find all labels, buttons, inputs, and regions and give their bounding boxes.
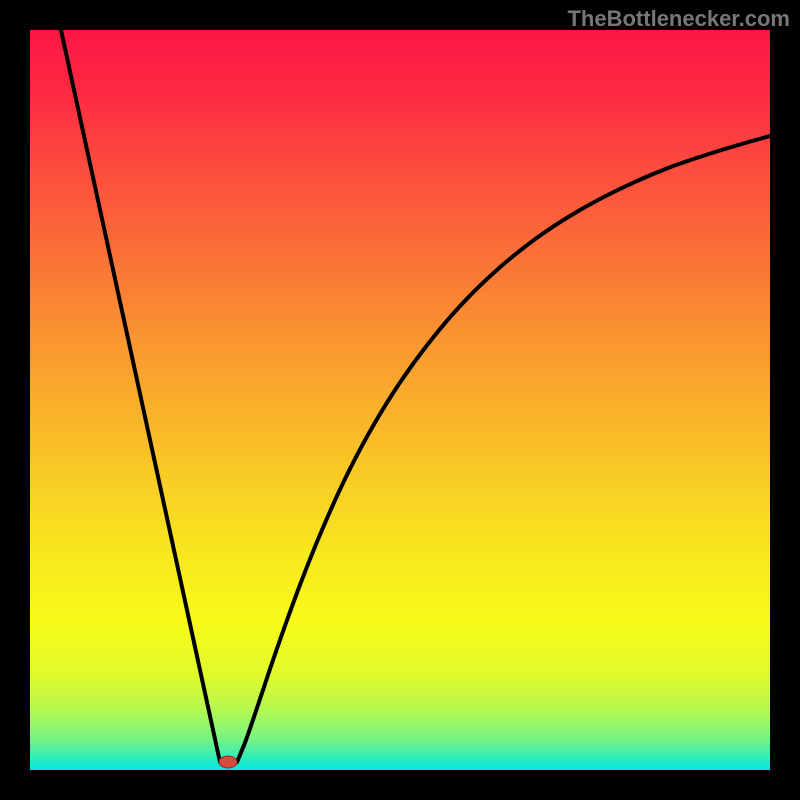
chart-svg — [0, 0, 800, 800]
minimum-marker — [219, 756, 237, 768]
chart-container: TheBottlenecker.com — [0, 0, 800, 800]
watermark-text: TheBottlenecker.com — [567, 6, 790, 32]
